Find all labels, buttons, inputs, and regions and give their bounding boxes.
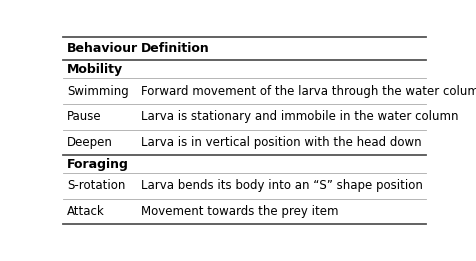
Text: S-rotation: S-rotation	[67, 179, 125, 192]
Text: Attack: Attack	[67, 205, 105, 218]
Text: Movement towards the prey item: Movement towards the prey item	[141, 205, 338, 218]
Text: Deepen: Deepen	[67, 136, 113, 149]
Text: Larva is stationary and immobile in the water column: Larva is stationary and immobile in the …	[141, 110, 457, 123]
Text: Larva bends its body into an “S” shape position: Larva bends its body into an “S” shape p…	[141, 179, 422, 192]
Text: Mobility: Mobility	[67, 63, 123, 76]
Text: Swimming: Swimming	[67, 85, 129, 98]
Text: Pause: Pause	[67, 110, 101, 123]
Text: Foraging: Foraging	[67, 158, 129, 171]
Text: Definition: Definition	[141, 42, 209, 55]
Text: Behaviour: Behaviour	[67, 42, 138, 55]
Text: Forward movement of the larva through the water column: Forward movement of the larva through th…	[141, 85, 476, 98]
Text: Larva is in vertical position with the head down: Larva is in vertical position with the h…	[141, 136, 421, 149]
